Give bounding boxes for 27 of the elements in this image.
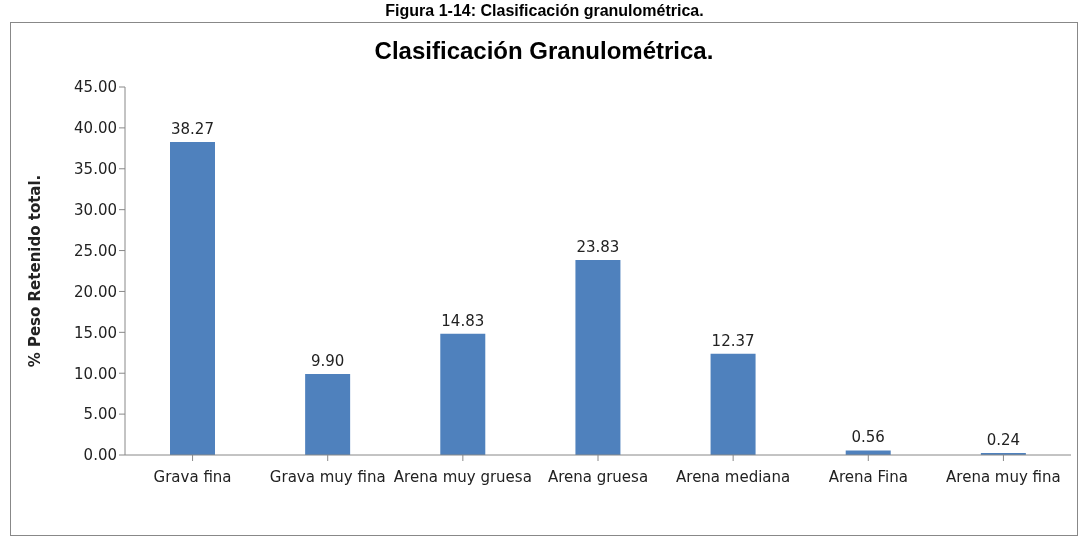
y-tick-label: 30.00: [74, 200, 117, 219]
x-tick-label: Grava muy fina: [269, 467, 386, 486]
y-axis-title: % Peso Retenido total.: [26, 174, 45, 368]
y-tick-label: 5.00: [83, 405, 117, 424]
data-label: 38.27: [171, 120, 214, 139]
data-label: 9.90: [310, 352, 345, 371]
x-tick-label: Arena gruesa: [547, 467, 649, 486]
data-label: 0.24: [986, 431, 1021, 450]
x-tick-label: Grava fina: [153, 467, 232, 486]
x-tick-label: Arena Fina: [828, 467, 908, 486]
x-tick-label: Arena muy fina: [946, 467, 1061, 486]
y-tick-label: 15.00: [74, 323, 117, 342]
data-label: 12.37: [711, 331, 755, 350]
x-tick-label: Arena mediana: [676, 467, 791, 486]
y-tick-label: 40.00: [74, 119, 117, 138]
chart-title: Clasificación Granulométrica.: [373, 37, 715, 66]
y-tick-label: 0.00: [83, 446, 117, 465]
text: Figura 1-14: Clasificación granulométrica.: [384, 2, 705, 20]
y-tick-label: 10.00: [74, 364, 117, 383]
data-label: 14.83: [441, 311, 485, 330]
data-label: 0.56: [851, 428, 885, 447]
y-tick-label: 45.00: [74, 78, 117, 97]
data-label: 23.83: [576, 238, 620, 257]
y-tick-label: 20.00: [74, 282, 117, 301]
y-tick-label: 25.00: [74, 241, 117, 260]
y-tick-label: 35.00: [74, 160, 117, 179]
x-tick-label: Arena muy gruesa: [393, 467, 532, 486]
